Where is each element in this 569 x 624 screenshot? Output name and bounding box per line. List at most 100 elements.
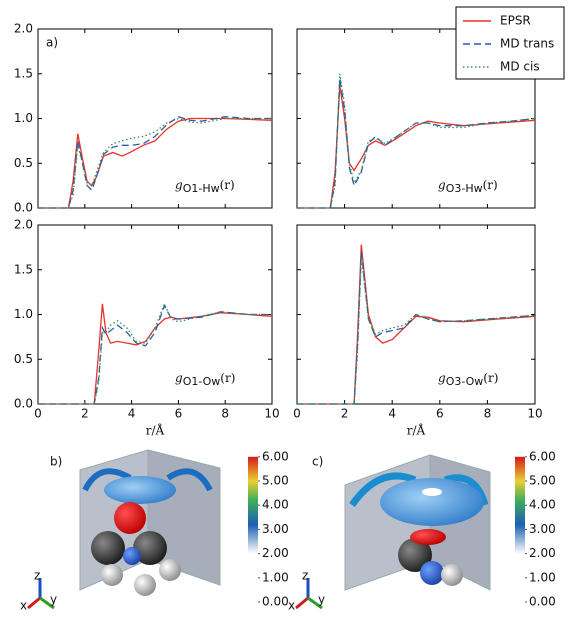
x-axis-label: r/Å	[407, 423, 426, 438]
colorbar-label: 4.00	[262, 498, 289, 512]
isosurface	[380, 478, 484, 526]
x-tick-label: 10	[527, 407, 542, 421]
isosurface-hole	[422, 488, 442, 496]
series-line	[297, 85, 536, 209]
annotation-argument: (r)	[483, 178, 498, 192]
x-tick-label: 6	[175, 407, 183, 421]
series-line	[38, 303, 272, 405]
legend-label: MD trans	[500, 37, 554, 51]
render-b	[79, 449, 221, 596]
annotation-subscript: O3-Ow	[446, 375, 484, 388]
panel-label: b)	[50, 455, 62, 469]
y-tick-label: 1.5	[14, 66, 33, 80]
annotation-argument: (r)	[483, 371, 498, 385]
x-tick-label: 8	[221, 407, 229, 421]
plot-frame	[37, 224, 273, 405]
series-line	[38, 302, 272, 405]
atom	[114, 502, 146, 534]
annotation-symbol: g	[438, 371, 446, 385]
colorbar-label: 1.00	[262, 570, 289, 584]
annotation-subscript: O1-Ow	[183, 375, 221, 388]
atom	[398, 538, 432, 572]
annotation-symbol: g	[175, 178, 183, 192]
colorbar-label: 5.00	[262, 474, 289, 488]
axis-arrow	[307, 596, 323, 610]
axis-arrow	[295, 596, 309, 610]
series-line	[38, 117, 272, 209]
series-line	[297, 244, 536, 405]
x-tick-label: 8	[484, 407, 492, 421]
y-tick-label: 2.0	[14, 22, 33, 36]
series-line	[38, 115, 272, 209]
series-line	[38, 117, 273, 209]
legend-box	[455, 6, 565, 80]
colorbar-label: 5.00	[529, 474, 556, 488]
isosurface	[104, 476, 176, 504]
panel-label: a)	[46, 36, 58, 50]
x-axis-label: r/Å	[146, 423, 165, 438]
colorbar-label: 2.00	[262, 546, 289, 560]
colorbar-label: 0.00	[262, 595, 289, 609]
colorbar-label: 4.00	[529, 498, 556, 512]
series-line	[297, 251, 536, 405]
colorbar-label: 3.00	[529, 522, 556, 536]
axis-name: y	[50, 593, 57, 607]
colorbar-label: 2.00	[529, 546, 556, 560]
atom	[101, 564, 123, 586]
y-tick-label: 0.5	[14, 352, 33, 366]
y-tick-label: 2.0	[14, 218, 33, 232]
axis-arrow	[39, 596, 55, 610]
atom	[133, 531, 167, 565]
atom	[123, 547, 141, 565]
x-tick-label: 6	[436, 407, 444, 421]
y-tick-label: 1.0	[14, 307, 33, 321]
atom	[420, 561, 444, 585]
axis-name: z	[302, 569, 308, 583]
series-line	[38, 303, 273, 405]
colorbar-label: 1.00	[529, 570, 556, 584]
density	[166, 468, 213, 492]
axis-name: x	[20, 599, 27, 613]
atom	[91, 531, 125, 565]
annotation-argument: (r)	[220, 178, 235, 192]
y-tick-label: 1.0	[14, 111, 33, 125]
x-tick-label: 2	[81, 407, 89, 421]
axis-arrow	[27, 596, 41, 610]
x-tick-label: 0	[293, 407, 301, 421]
render-c	[344, 454, 491, 591]
legend-label: EPSR	[500, 14, 531, 28]
density	[82, 468, 132, 492]
colorbar-label: 6.00	[529, 449, 556, 463]
y-tick-label: 0.0	[14, 397, 33, 411]
colorbar-label: 3.00	[262, 522, 289, 536]
panel-label: c)	[312, 455, 323, 469]
atom	[159, 559, 181, 581]
y-tick-label: 1.5	[14, 262, 33, 276]
series-line	[297, 256, 536, 405]
annotation-symbol: g	[438, 178, 446, 192]
colorbar	[248, 456, 258, 554]
series-line	[297, 73, 536, 209]
annotation-subscript: O3-Hw	[446, 182, 483, 195]
atom	[441, 564, 463, 586]
legend-label: MD cis	[500, 60, 540, 74]
axis-name: z	[34, 569, 40, 583]
atom	[410, 529, 446, 545]
x-tick-label: 0	[34, 407, 42, 421]
annotation-symbol: g	[175, 371, 183, 385]
x-tick-label: 10	[264, 407, 279, 421]
colorbar-label: 0.00	[529, 595, 556, 609]
y-tick-label: 0.0	[14, 201, 33, 215]
annotation: gO3-Ow(r)	[438, 371, 498, 389]
colorbar	[515, 456, 525, 554]
annotation: gO1-Hw(r)	[175, 178, 235, 196]
axis-name: x	[288, 599, 295, 613]
x-tick-label: 2	[341, 407, 349, 421]
annotation: gO1-Ow(r)	[175, 371, 235, 389]
axis-name: y	[318, 593, 325, 607]
x-tick-label: 4	[388, 407, 396, 421]
density	[349, 472, 417, 508]
annotation: gO3-Hw(r)	[438, 178, 498, 196]
atom	[134, 574, 156, 596]
